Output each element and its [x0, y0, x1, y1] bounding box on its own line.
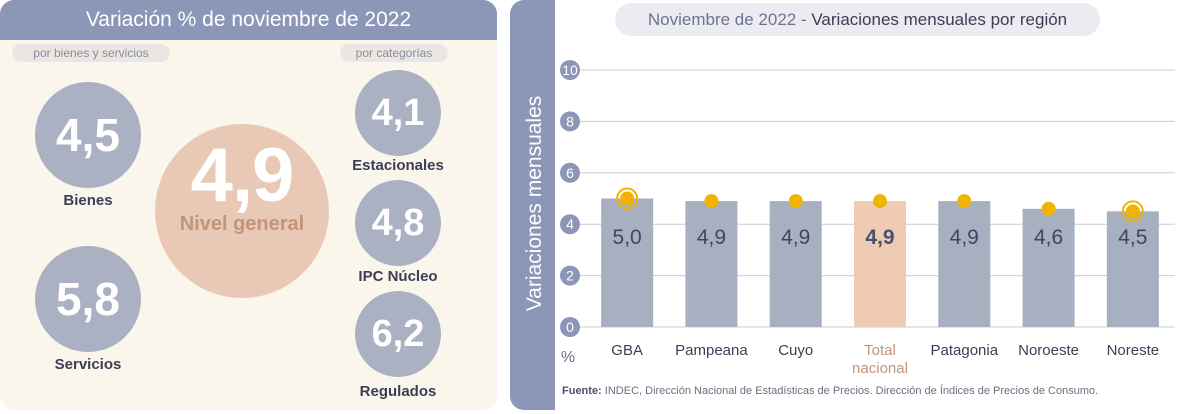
y-tick-bubble [560, 111, 580, 132]
bienes-bubble: 4,5 [35, 82, 141, 188]
chart-title-main: Variaciones mensuales por región [811, 10, 1068, 29]
y-tick-label: 8 [566, 113, 574, 129]
bar-marker-ring [616, 187, 639, 210]
ipc-nucleo-label: IPC Núcleo [358, 268, 438, 285]
y-tick-label: 2 [566, 268, 574, 284]
y-axis-label: Variaciones mensuales [523, 96, 546, 312]
bar-value-label: 4,9 [950, 226, 979, 249]
category-label: GBA [611, 342, 643, 359]
category-label: Cuyo [778, 342, 813, 359]
bar-marker [1125, 204, 1140, 219]
regulados-label: Regulados [359, 383, 437, 400]
subtitle-categorias: por categorías [340, 44, 448, 62]
estacionales-label: Estacionales [352, 157, 444, 174]
nivel-general-bubble: 4,9 Nivel general [155, 124, 329, 298]
bar [685, 201, 738, 327]
bar [854, 201, 906, 327]
bar-value-label: 4,9 [781, 226, 810, 249]
bar-value-label: 4,9 [865, 226, 894, 249]
category-label: Total [864, 342, 896, 359]
bar [938, 201, 991, 327]
y-tick-bubble [560, 162, 580, 183]
summary-panel: Variación % de noviembre de 2022 por bie… [0, 0, 497, 410]
bar-value-label: 4,9 [697, 226, 726, 249]
source-label: Fuente: [562, 385, 602, 397]
y-tick-bubble [560, 317, 580, 337]
y-tick-bubble [560, 60, 580, 80]
bar-marker [873, 194, 887, 209]
bar [1106, 211, 1159, 327]
bar [1022, 208, 1075, 327]
regional-chart-panel: Noviembre de 2022 - Variaciones mensuale… [510, 0, 1200, 410]
bar-marker-ring [1121, 200, 1144, 223]
bar-marker [788, 194, 803, 209]
bar-marker [957, 194, 972, 209]
y-tick-bubble [560, 265, 580, 286]
bar-marker [1041, 201, 1056, 216]
category-label: Pampeana [675, 342, 748, 359]
servicios-label: Servicios [54, 356, 122, 373]
y-tick-label: 10 [562, 62, 578, 78]
category-label: Noroeste [1018, 342, 1079, 359]
subtitle-bienes-servicios: por bienes y servicios [12, 44, 170, 62]
category-label: Patagonia [931, 342, 999, 359]
bar-value-label: 4,6 [1034, 226, 1063, 249]
regional-bar-chart: 0 2 4 6 8 10 Variaciones mensuales% 5,0 GBA 4,9 Pa… [523, 60, 1175, 377]
bar [769, 201, 822, 327]
y-axis-band [510, 0, 555, 410]
ipc-nucleo-bubble: 4,8 [355, 180, 441, 266]
category-label: Noreste [1107, 342, 1160, 359]
y-unit-label: % [561, 349, 575, 366]
y-tick-label: 6 [566, 165, 574, 181]
nivel-general-value: 4,9 [190, 133, 295, 218]
regulados-bubble: 6,2 [355, 291, 441, 377]
bar-marker [620, 191, 635, 206]
y-tick-label: 4 [566, 216, 574, 232]
source-note: Fuente: INDEC, Dirección Nacional de Est… [562, 385, 1098, 397]
source-text: INDEC, Dirección Nacional de Estadística… [604, 385, 1099, 397]
bar-value-label: 4,5 [1118, 226, 1147, 249]
bar-marker [704, 194, 719, 209]
servicios-bubble: 5,8 [35, 246, 141, 352]
chart-title-prefix: Noviembre de 2022 - [647, 10, 807, 29]
chart-title: Noviembre de 2022 - Variaciones mensuale… [615, 3, 1100, 36]
y-tick-label: 0 [566, 319, 574, 335]
bar-value-label: 5,0 [613, 226, 642, 249]
bar [601, 198, 654, 327]
bienes-label: Bienes [63, 192, 113, 209]
summary-title: Variación % de noviembre de 2022 [0, 0, 497, 40]
estacionales-bubble: 4,1 [355, 70, 441, 156]
y-tick-bubble [560, 214, 580, 235]
category-label: nacional [852, 360, 908, 377]
nivel-general-label: Nivel general [179, 213, 305, 235]
